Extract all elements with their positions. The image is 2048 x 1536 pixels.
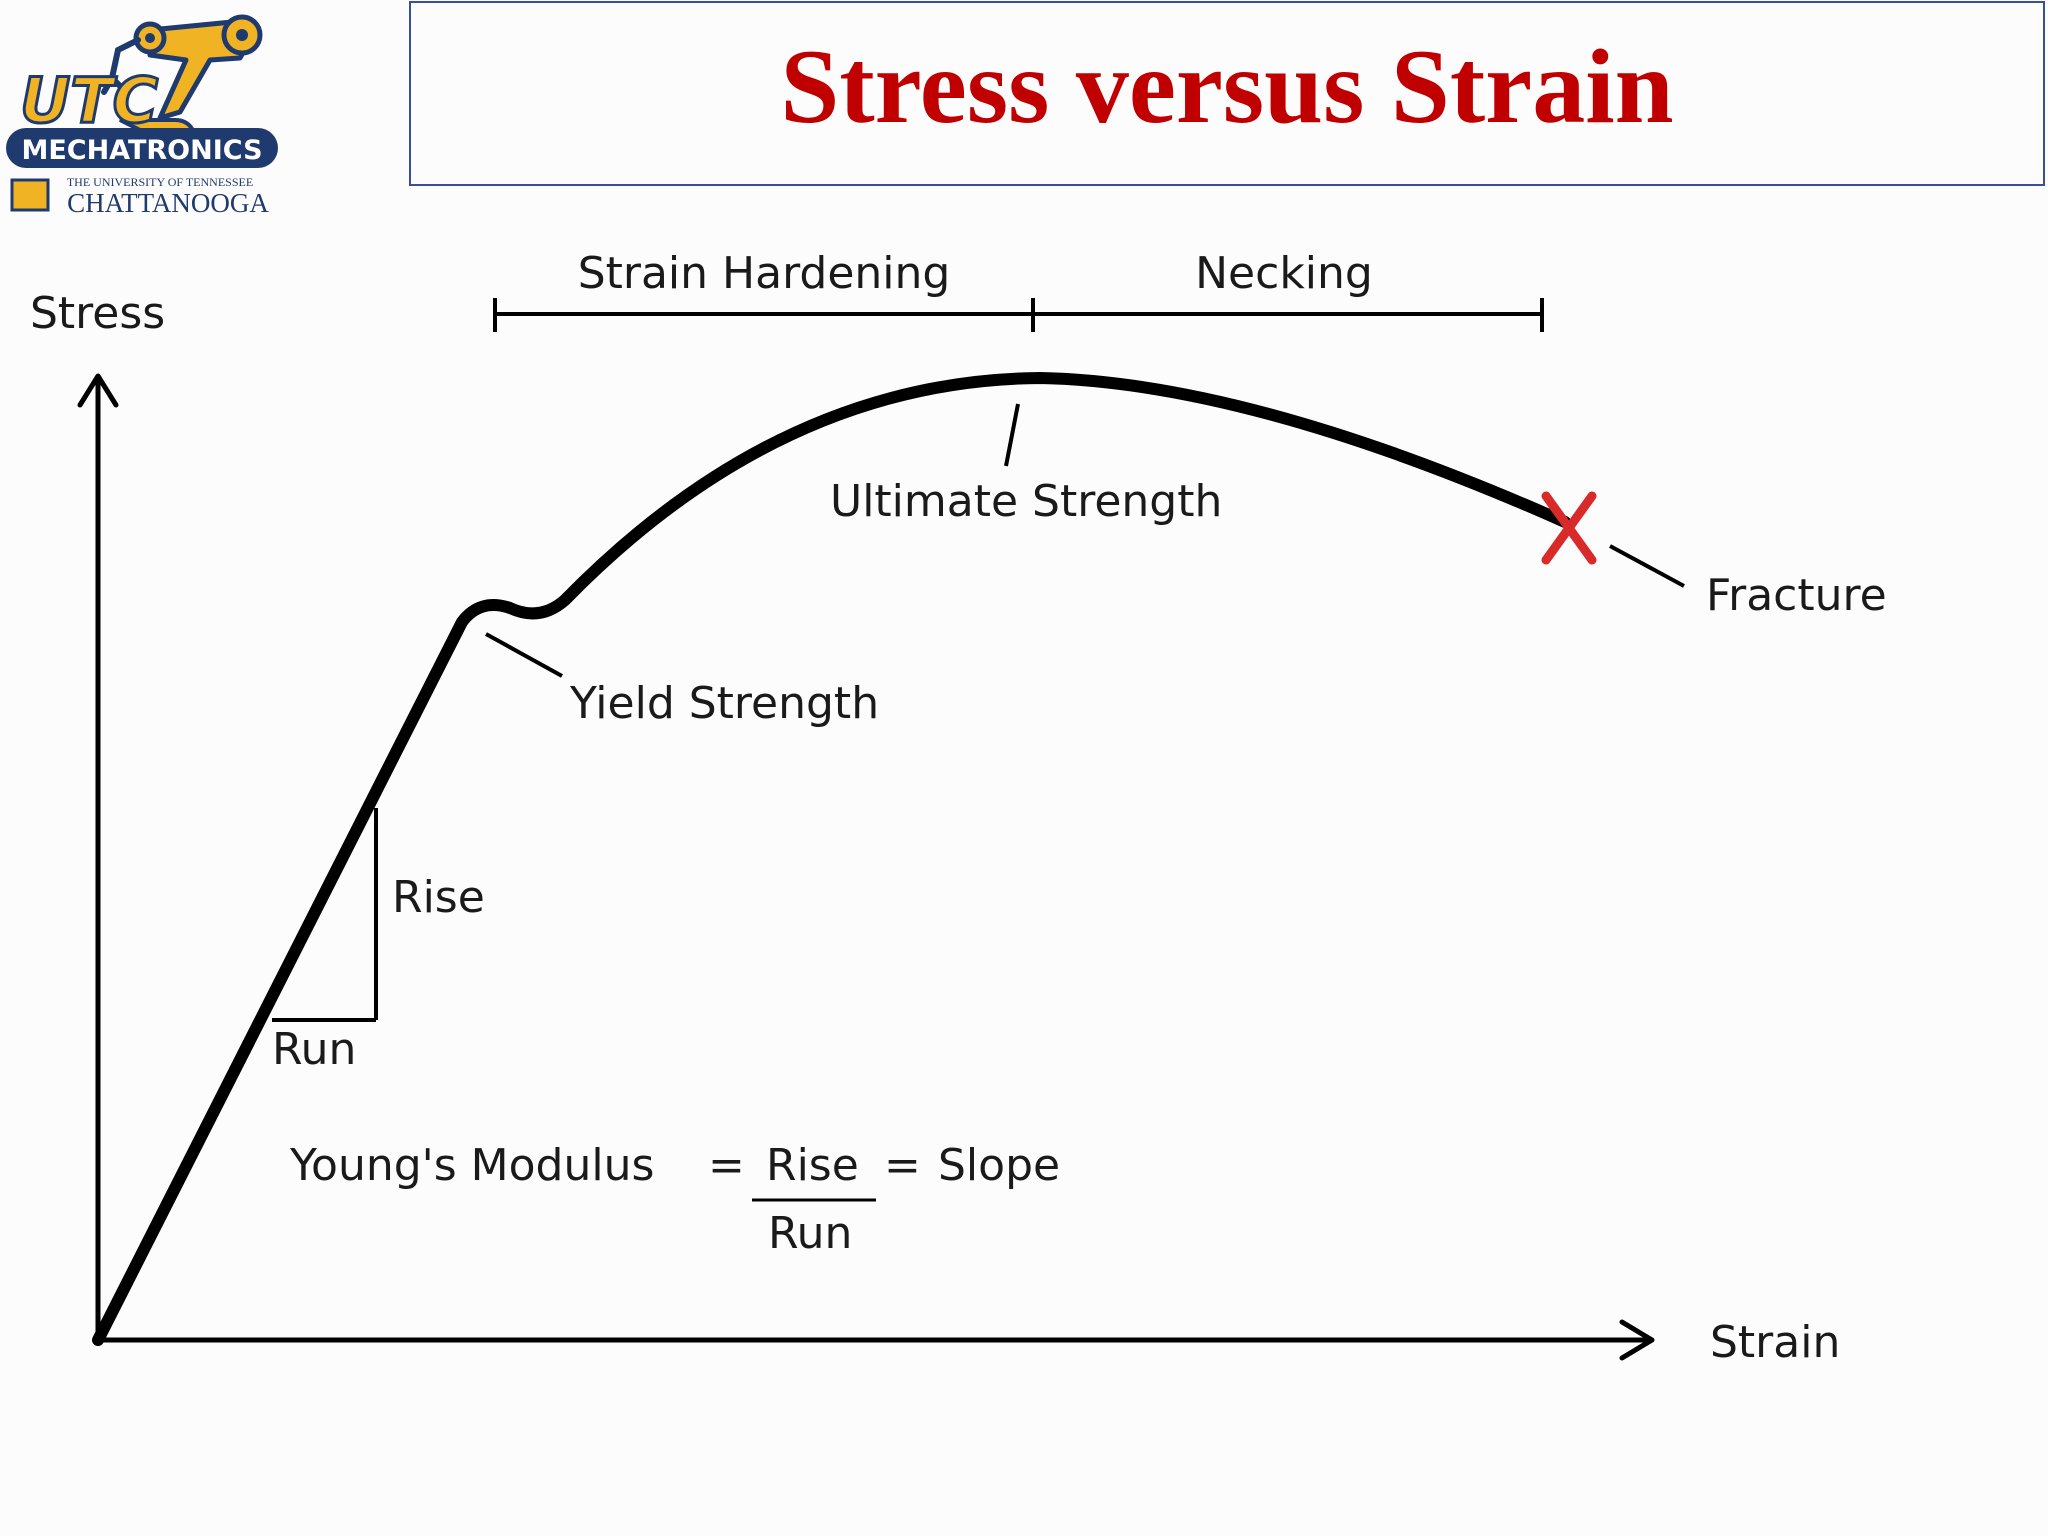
- x-axis-arrow: [1619, 1319, 1655, 1361]
- region-bracket: [493, 298, 1544, 332]
- formula-lhs: Young's Modulus: [289, 1140, 654, 1191]
- title-box: Stress versus Strain: [409, 1, 2045, 186]
- ultimate-strength-leader: [1004, 403, 1020, 467]
- formula-denominator: Run: [768, 1208, 852, 1259]
- yield-strength-label: Yield Strength: [569, 678, 879, 729]
- formula-rhs: Slope: [938, 1140, 1060, 1191]
- y-axis-arrow: [77, 373, 119, 408]
- logo-campus-text: CHATTANOOGA: [67, 188, 269, 218]
- logo-brand-text: UTC: [20, 64, 158, 137]
- fracture-leader: [1609, 544, 1685, 588]
- formula-equals-2: =: [884, 1140, 921, 1191]
- formula-equals-1: =: [708, 1140, 745, 1191]
- region-strain-hardening-label: Strain Hardening: [578, 248, 951, 299]
- robot-arm-icon: [101, 14, 263, 137]
- x-axis-label: Strain: [1710, 1317, 1840, 1368]
- ultimate-strength-label: Ultimate Strength: [830, 476, 1222, 527]
- slope-triangle: [272, 808, 378, 1022]
- region-necking-label: Necking: [1195, 248, 1373, 299]
- logo-university-line: THE UNIVERSITY OF TENNESSEE: [67, 175, 253, 189]
- run-label: Run: [272, 1024, 356, 1075]
- formula-numerator: Rise: [766, 1140, 859, 1191]
- stress-strain-curve: [92, 372, 1571, 1346]
- logo-banner: [6, 128, 278, 168]
- logo-c-mark: [10, 178, 50, 212]
- logo-name-text: MECHATRONICS: [21, 135, 262, 166]
- rise-label: Rise: [392, 872, 485, 923]
- y-axis-label: Stress: [30, 288, 165, 339]
- youngs-modulus-formula: Young's Modulus = Rise Run = Slope: [289, 1140, 1060, 1259]
- fracture-label: Fracture: [1706, 570, 1887, 621]
- page-title: Stress versus Strain: [780, 27, 1674, 145]
- utc-mechatronics-logo: UTC MECHATRONICS THE UNIVERSITY OF TENNE…: [6, 14, 278, 218]
- fracture-x-icon: [1541, 491, 1597, 565]
- yield-strength-leader: [485, 632, 563, 678]
